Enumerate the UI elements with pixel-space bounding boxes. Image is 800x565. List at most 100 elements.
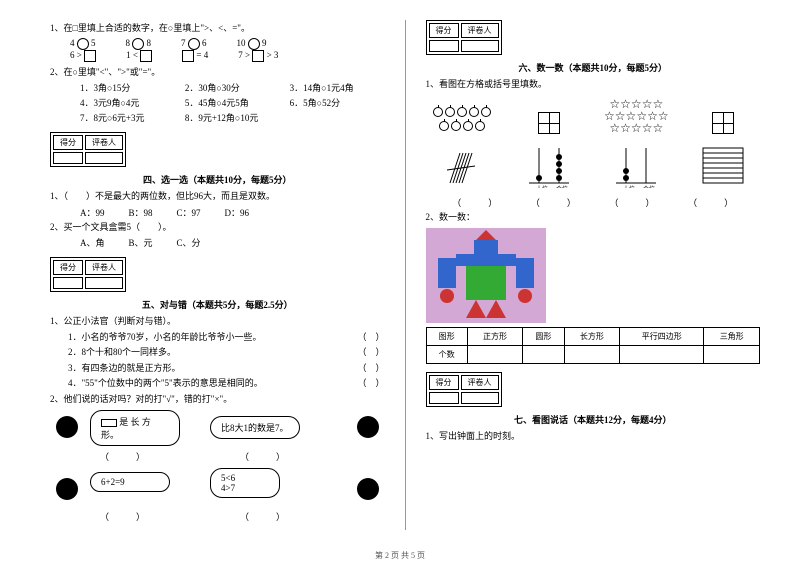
sticks-icon <box>426 148 499 190</box>
q1-row1: 4 5 8 8 7 6 10 9 <box>50 38 385 50</box>
td-blank <box>620 346 704 364</box>
star-icon: ☆ <box>620 98 631 110</box>
paren: （ ） <box>100 510 145 523</box>
th: 三角形 <box>704 328 760 346</box>
paren: （ ） <box>357 346 384 360</box>
star-icon: ☆ <box>652 122 663 134</box>
box-blank <box>252 50 264 62</box>
bubble-text: 4>7 <box>221 483 235 493</box>
reviewer-label: 评卷人 <box>461 23 499 38</box>
val: 7 > <box>238 50 250 60</box>
star-icon: ☆ <box>642 98 653 110</box>
apple-icon <box>445 107 455 117</box>
opt: A：99 <box>80 206 105 219</box>
section5-title: 五、对与错（本题共5分，每题2.5分） <box>50 298 385 311</box>
val: 6 <box>202 38 207 48</box>
left-column: 1、在□里填上合适的数字，在○里填上">、<、="。 4 5 8 8 7 6 1… <box>50 20 385 530</box>
q2-item: 8．9元+12角○10元 <box>185 111 280 124</box>
box-blank <box>140 50 152 62</box>
val: = 4 <box>196 50 208 60</box>
reviewer-label: 评卷人 <box>85 135 123 150</box>
q1-row2: 6 > 1 < = 4 7 > > 3 <box>50 50 385 62</box>
paren: （ ） <box>357 362 384 376</box>
face-icon <box>357 478 379 500</box>
apple-icon <box>439 121 449 131</box>
face-icon <box>357 416 379 438</box>
star-icon: ☆ <box>615 110 626 122</box>
grid-box-2 <box>687 112 760 134</box>
th: 平行四边形 <box>620 328 704 346</box>
apple-icon <box>433 107 443 117</box>
paren: （ ） <box>452 196 497 209</box>
abacus-2-icon: 十位 个位 <box>600 143 673 190</box>
section7-title: 七、看图说话（本题共12分，每题4分） <box>426 413 761 426</box>
s5-item: 4．"55"个位数中的两个"5"表示的意思是相同的。 <box>68 377 263 391</box>
score-label: 得分 <box>429 375 459 390</box>
page-footer: 第 2 页 共 5 页 <box>0 550 800 561</box>
stars-group: ☆☆☆☆☆ ☆☆☆☆☆☆ ☆☆☆☆☆ <box>600 98 673 134</box>
td-blank <box>564 346 620 364</box>
opt: B、元 <box>129 236 153 249</box>
val: 8 <box>126 38 131 48</box>
paren: （ ） <box>610 196 655 209</box>
face-icon <box>56 416 78 438</box>
counting-row-2: 十位个位 十位个位 <box>426 140 761 190</box>
s5-item: 1．小名的爷爷70岁，小名的年龄比爷爷小一些。 <box>68 331 262 345</box>
th: 圆形 <box>523 328 564 346</box>
th: 正方形 <box>467 328 523 346</box>
grid-icon <box>538 112 560 134</box>
q2-item: 3．14角○1元4角 <box>290 81 385 94</box>
td-blank <box>523 346 564 364</box>
abacus-1-icon: 十位个位 <box>513 143 586 190</box>
q2-grid: 1．3角○15分 2．30角○30分 3．14角○1元4角 4．3元9角○4元 … <box>50 81 385 124</box>
apple-icon <box>451 121 461 131</box>
apple-icon <box>457 107 467 117</box>
star-icon: ☆ <box>652 98 663 110</box>
rect-icon <box>101 419 117 427</box>
q2-item: 1．3角○15分 <box>80 81 175 94</box>
score-box-7: 得分评卷人 <box>426 372 502 407</box>
td-blank <box>704 346 760 364</box>
circle-blank <box>248 38 260 50</box>
star-icon: ☆ <box>636 110 647 122</box>
s5-item: 3．有四条边的就是正方形。 <box>68 362 181 376</box>
circle-blank <box>132 38 144 50</box>
val: 8 <box>147 38 152 48</box>
star-icon: ☆ <box>604 110 615 122</box>
score-box-5: 得分评卷人 <box>50 257 126 292</box>
paren: （ ） <box>531 196 576 209</box>
s4-q2: 2、买一个文具盒需5（ ）。 <box>50 221 385 235</box>
s4-q1-opts: A：99 B：98 C：97 D：96 <box>50 206 385 219</box>
score-box-6: 得分评卷人 <box>426 20 502 55</box>
s7-q1: 1、写出钟面上的时刻。 <box>426 430 761 444</box>
column-divider <box>405 20 406 530</box>
paren: （ ） <box>357 377 384 391</box>
opt: B：98 <box>129 206 153 219</box>
opt: A、角 <box>80 236 105 249</box>
apple-icon <box>481 107 491 117</box>
svg-text:十位: 十位 <box>623 185 635 188</box>
section4-title: 四、选一选（本题共10分，每题5分） <box>50 173 385 186</box>
opt: C：97 <box>177 206 201 219</box>
s5-item: 2．8个十和80个一同样多。 <box>68 346 176 360</box>
grid-box-1 <box>513 112 586 134</box>
q2-item: 5．45角○4元5角 <box>185 96 280 109</box>
apple-icon <box>463 121 473 131</box>
th: 图形 <box>426 328 467 346</box>
star-icon: ☆ <box>658 110 669 122</box>
star-icon: ☆ <box>647 110 658 122</box>
bubble-4: 5<6 4>7 <box>210 468 280 498</box>
bubble-area: 是 长 方 形。 比8大1的数是7。 （ ） （ ） 6+2=9 5<6 4>7… <box>50 410 385 530</box>
val: 4 <box>70 38 75 48</box>
robot-figure <box>426 228 546 323</box>
face-icon <box>56 478 78 500</box>
reviewer-label: 评卷人 <box>85 260 123 275</box>
star-icon: ☆ <box>609 98 620 110</box>
shape-count-table: 图形 正方形 圆形 长方形 平行四边形 三角形 个数 <box>426 327 761 364</box>
svg-text:个位: 个位 <box>643 185 655 188</box>
box-blank <box>182 50 194 62</box>
q2-item: 6．5角○52分 <box>290 96 385 109</box>
bubble-text: 是 长 方 <box>119 417 151 427</box>
circle-blank <box>188 38 200 50</box>
star-icon: ☆ <box>631 122 642 134</box>
